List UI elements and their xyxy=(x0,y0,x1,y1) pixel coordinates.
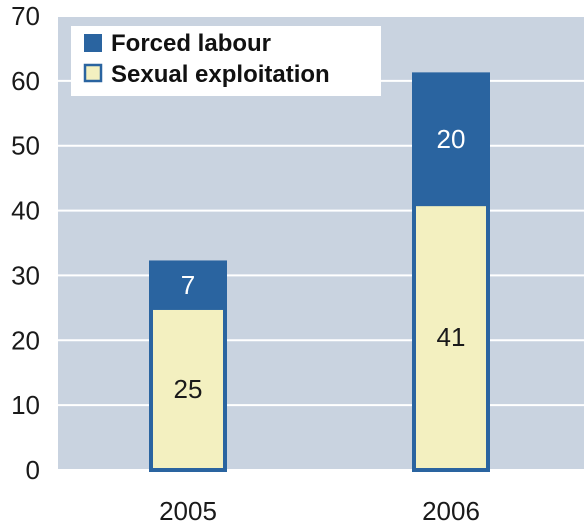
bar-segment xyxy=(412,72,490,207)
bar-segment xyxy=(412,202,490,472)
gridlines xyxy=(58,15,584,471)
bar-data-label: 41 xyxy=(437,322,466,352)
y-tick-label: 60 xyxy=(11,66,40,96)
legend-label-forced-labour: Forced labour xyxy=(111,30,271,57)
y-tick-label: 30 xyxy=(11,260,40,290)
legend: Forced labour Sexual exploitation xyxy=(71,26,381,96)
y-tick-label: 70 xyxy=(11,1,40,31)
x-tick-label: 2006 xyxy=(422,496,480,524)
bar-segment xyxy=(149,305,227,472)
x-tick-label: 2005 xyxy=(159,496,217,524)
legend-swatch-sexual-exploitation xyxy=(83,63,103,83)
y-tick-label: 10 xyxy=(11,390,40,420)
y-tick-label: 20 xyxy=(11,325,40,355)
legend-label-sexual-exploitation: Sexual exploitation xyxy=(111,61,330,88)
legend-box xyxy=(71,26,381,96)
bars: 25 7 41 20 xyxy=(149,72,490,472)
bar-data-label: 25 xyxy=(174,374,203,404)
y-tick-label: 50 xyxy=(11,131,40,161)
y-tick-label: 40 xyxy=(11,196,40,226)
bar-segment xyxy=(149,260,227,310)
y-tick-label: 0 xyxy=(26,455,40,485)
x-axis-ticks: 2005 2006 xyxy=(159,496,480,526)
legend-swatch-forced-labour xyxy=(84,34,102,52)
bar-data-label: 7 xyxy=(181,270,195,300)
bar-data-label: 20 xyxy=(437,124,466,154)
y-axis-ticks: 0 10 20 30 40 50 60 70 xyxy=(11,1,40,485)
